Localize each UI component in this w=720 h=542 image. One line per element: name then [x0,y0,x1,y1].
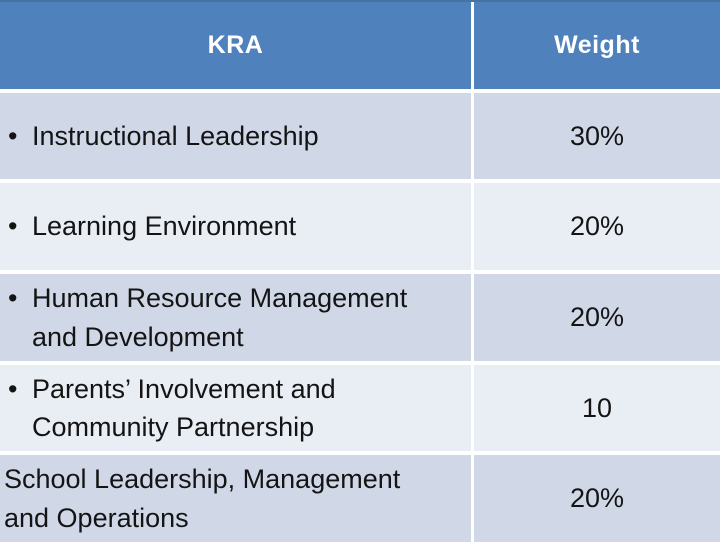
kra-cell-content: • Instructional Leadership [0,117,319,155]
weight-cell: 20% [474,274,720,361]
bullet-icon: • [8,373,18,404]
bullet-icon: • [8,283,18,314]
column-header-weight: Weight [554,31,640,59]
header-cell-weight: Weight [474,2,720,89]
kra-cell-content: • Learning Environment [0,207,296,245]
weight-value: 20% [569,211,625,241]
kra-cell: • Instructional Leadership [0,93,474,179]
table-row: School Leadership, Management and Operat… [0,455,720,542]
table-row: • Parents’ Involvement and Community Par… [0,365,720,455]
weight-cell: 30% [474,93,720,179]
kra-cell-content: • Human Resource Management and Developm… [0,279,407,356]
kra-text: Human Resource Management and Developmen… [32,283,408,352]
kra-text: Learning Environment [32,211,297,242]
weight-value: 30% [569,120,625,151]
weight-cell: 20% [474,183,720,270]
kra-cell: School Leadership, Management and Operat… [0,455,474,542]
kra-cell-content: School Leadership, Management and Operat… [0,460,400,537]
kra-cell-content: • Parents’ Involvement and Community Par… [0,370,336,447]
bullet-icon: • [8,120,18,151]
kra-cell: • Human Resource Management and Developm… [0,274,474,361]
header-cell-kra: KRA [0,2,474,89]
weight-cell: 10 [474,365,720,451]
bullet-icon: • [8,211,18,242]
kra-cell: • Learning Environment [0,183,474,270]
kra-text: School Leadership, Management and Operat… [4,464,401,533]
kra-cell: • Parents’ Involvement and Community Par… [0,365,474,451]
column-header-kra: KRA [207,31,264,59]
weight-cell: 20% [474,455,720,542]
table-header-row: KRA Weight [0,0,720,93]
weight-value: 20% [569,483,625,513]
weight-value: 20% [569,302,625,332]
table-row: • Instructional Leadership 30% [0,93,720,183]
weight-value: 10 [581,392,613,423]
table-row: • Learning Environment 20% [0,183,720,274]
table-row: • Human Resource Management and Developm… [0,274,720,365]
kra-text: Parents’ Involvement and Community Partn… [32,373,336,442]
kra-text: Instructional Leadership [32,120,319,151]
